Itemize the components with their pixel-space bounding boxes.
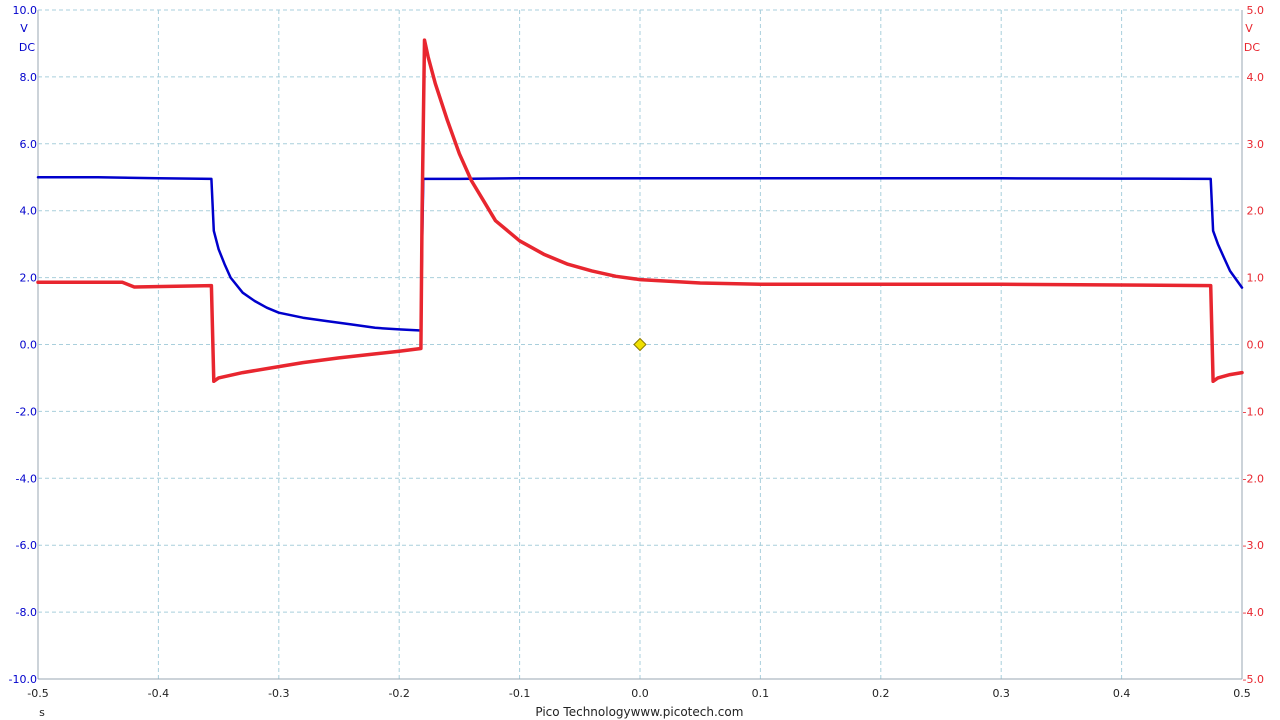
left-axis-ticks: 10.0 8.0 6.0 4.0 2.0 0.0 -2.0 -4.0 -6.0 -8.0 -10.0 bbox=[9, 4, 37, 686]
left-axis-coupling: DC bbox=[19, 41, 35, 54]
x-axis-tick: 0.3 bbox=[992, 687, 1010, 700]
right-axis-tick: 5.0 bbox=[1247, 4, 1265, 17]
footer-url: www.picotech.com bbox=[631, 705, 744, 719]
channel-b-trace bbox=[36, 38, 1244, 384]
chart-traces bbox=[36, 38, 1244, 384]
x-axis-tick: 0.0 bbox=[631, 687, 649, 700]
right-axis-tick: 1.0 bbox=[1247, 272, 1265, 285]
right-axis-tick: -1.0 bbox=[1243, 405, 1264, 418]
right-axis-tick: 4.0 bbox=[1247, 71, 1265, 84]
footer-brand: Pico Technology bbox=[535, 705, 630, 719]
x-axis-tick: 0.4 bbox=[1113, 687, 1131, 700]
right-axis-tick: -3.0 bbox=[1243, 539, 1264, 552]
left-axis-tick: 8.0 bbox=[20, 71, 38, 84]
channel-a-trace bbox=[36, 176, 1244, 332]
x-axis-tick: -0.3 bbox=[268, 687, 289, 700]
right-axis-coupling: DC bbox=[1244, 41, 1260, 54]
right-axis-tick: -5.0 bbox=[1243, 673, 1264, 686]
left-axis-tick: 10.0 bbox=[13, 4, 38, 17]
x-axis-tick: 0.2 bbox=[872, 687, 890, 700]
right-axis-ticks: 5.0 4.0 3.0 2.0 1.0 0.0 -1.0 -2.0 -3.0 -4.0 -5.0 bbox=[1243, 4, 1264, 686]
trigger-marker bbox=[633, 337, 647, 352]
x-axis-tick: 0.5 bbox=[1233, 687, 1251, 700]
x-axis-tick: -0.4 bbox=[148, 687, 169, 700]
left-axis-tick: 2.0 bbox=[20, 272, 38, 285]
left-axis-tick: 6.0 bbox=[20, 138, 38, 151]
left-axis-tick: -6.0 bbox=[16, 539, 37, 552]
right-axis-tick: -4.0 bbox=[1243, 606, 1264, 619]
right-axis-tick: -2.0 bbox=[1243, 472, 1264, 485]
right-axis-tick: 3.0 bbox=[1247, 138, 1265, 151]
left-axis-tick: 4.0 bbox=[20, 205, 38, 218]
left-axis-tick: -2.0 bbox=[16, 405, 37, 418]
x-axis-tick: -0.5 bbox=[27, 687, 48, 700]
right-axis-tick: 2.0 bbox=[1247, 205, 1265, 218]
left-axis-tick: 0.0 bbox=[20, 339, 38, 352]
trigger-marker-layer bbox=[633, 337, 647, 352]
left-axis-tick: -10.0 bbox=[9, 673, 37, 686]
right-axis-tick: 0.0 bbox=[1247, 339, 1265, 352]
x-axis-ticks: -0.5 -0.4 -0.3 -0.2 -0.1 0.0 0.1 0.2 0.3 0.4 0.5 bbox=[27, 687, 1250, 700]
x-axis-tick: -0.2 bbox=[388, 687, 409, 700]
left-axis-unit: V bbox=[20, 22, 28, 35]
right-axis-unit: V bbox=[1245, 22, 1253, 35]
left-axis-tick: -8.0 bbox=[16, 606, 37, 619]
x-axis-tick: 0.1 bbox=[752, 687, 770, 700]
x-axis-tick: -0.1 bbox=[509, 687, 530, 700]
x-axis-unit: s bbox=[39, 706, 45, 719]
left-axis-tick: -4.0 bbox=[16, 472, 37, 485]
